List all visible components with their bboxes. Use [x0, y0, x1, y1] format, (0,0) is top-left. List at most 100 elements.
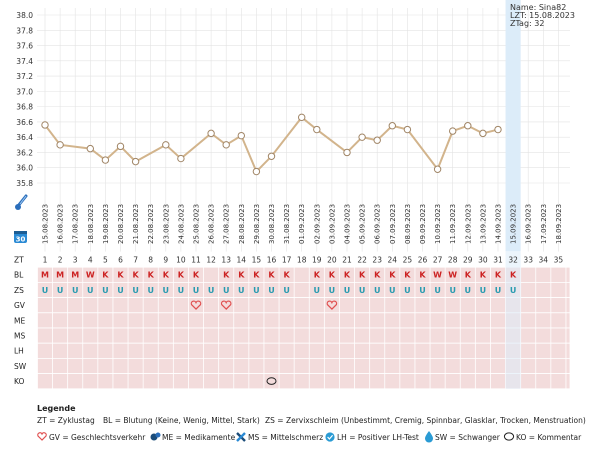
zs-cell: U — [102, 286, 109, 295]
row-me — [36, 312, 571, 329]
temperature-point — [131, 157, 140, 166]
zt-cell: 33 — [523, 256, 533, 265]
y-tick-label: 38.0 — [16, 11, 33, 20]
temperature-point — [343, 148, 351, 157]
temperature-point — [403, 125, 412, 134]
bl-cell: W — [433, 271, 442, 280]
bl-cell: M — [71, 271, 79, 280]
heart-icon — [326, 300, 338, 310]
date-label: 05.09.2023 — [359, 204, 367, 244]
zs-cell: U — [283, 286, 290, 295]
date-label: 09.09.2023 — [419, 204, 427, 244]
date-label: 11.09.2023 — [449, 204, 457, 244]
date-label: 29.08.2023 — [253, 204, 261, 244]
zs-cell: U — [87, 286, 94, 295]
row-label-ko: KO — [14, 377, 25, 386]
zt-cell: 8 — [148, 256, 153, 265]
speech-bubble-icon — [503, 432, 515, 441]
date-label: 13.09.2023 — [479, 204, 487, 244]
y-tick-label: 36.8 — [16, 103, 33, 112]
bl-cell: K — [117, 271, 124, 280]
zs-cell: U — [178, 286, 185, 295]
zt-cell: 14 — [237, 256, 247, 265]
plot-background — [37, 8, 570, 189]
temperature-point — [464, 122, 472, 130]
temperature-point — [358, 133, 366, 141]
zs-cell: U — [465, 286, 472, 295]
row-ko — [36, 373, 571, 390]
legend-sw: SW = Schwanger — [435, 433, 501, 442]
date-label: 18.09.2023 — [555, 204, 563, 244]
row-label-zs: ZS — [14, 286, 24, 295]
zt-cell: 28 — [448, 256, 458, 265]
bl-cell: W — [86, 271, 95, 280]
zs-cell: U — [72, 286, 79, 295]
temperature-point — [267, 152, 276, 160]
row-labels: ZT BL ZS GV ME MS LH SW KO — [14, 256, 27, 387]
zs-cell: U — [480, 286, 487, 295]
zt-cell: 17 — [282, 256, 292, 265]
bl-cell: K — [344, 271, 351, 280]
bl-cell: K — [132, 271, 139, 280]
info-ztag: ZTag: 32 — [510, 19, 544, 28]
zs-cell: U — [404, 286, 411, 295]
zs-cell: U — [42, 286, 49, 295]
zs-cell: U — [223, 286, 230, 295]
bl-cell: K — [102, 271, 109, 280]
date-label: 17.09.2023 — [540, 204, 548, 244]
temperature-point — [433, 165, 442, 173]
temperature-point — [449, 127, 457, 135]
zs-cell: U — [163, 286, 170, 295]
zt-cell: 3 — [73, 256, 78, 265]
zs-cell: U — [419, 286, 426, 295]
date-label: 01.09.2023 — [298, 204, 306, 244]
y-tick-label: 37.2 — [16, 72, 33, 81]
bl-cell: W — [448, 271, 457, 280]
bl-cell: K — [178, 271, 185, 280]
temperature-point — [388, 122, 396, 130]
date-label: 17.08.2023 — [72, 204, 80, 244]
temperature-point — [237, 131, 246, 140]
temperature-series — [41, 113, 502, 176]
zt-cell: 26 — [418, 256, 428, 265]
zt-cell: 23 — [372, 256, 382, 265]
cross-icon — [236, 432, 246, 442]
temperature-point — [313, 125, 321, 134]
zt-cell: 27 — [433, 256, 443, 265]
zs-cell: U — [132, 286, 139, 295]
zt-cell: 35 — [554, 256, 564, 265]
temperature-point — [116, 142, 125, 151]
date-label: 23.08.2023 — [162, 204, 170, 244]
row-label-gv: GV — [14, 301, 26, 310]
speech-bubble-icon — [266, 377, 277, 385]
legend-zt: ZT = Zyklustag — [37, 416, 95, 425]
zt-cell: 16 — [267, 256, 277, 265]
zs-cell: U — [434, 286, 441, 295]
y-tick-label: 36.2 — [16, 148, 33, 157]
bl-cell: K — [404, 271, 411, 280]
bl-cell: K — [389, 271, 396, 280]
legend-line-1: ZT = Zyklustag BL = Blutung (Keine, Weni… — [37, 416, 586, 425]
bl-cell: K — [329, 271, 336, 280]
zt-cell: 21 — [342, 256, 352, 265]
legend-ko: KO = Kommentar — [516, 433, 582, 442]
row-cells: 1 2 3 4 5 6 7 8 9 10 11 12 13 14 15 16 17 18 19 20 21 22 23 24 2… — [41, 256, 563, 385]
temperature-point — [373, 136, 381, 144]
y-tick-labels: 38.0 37.8 37.6 37.4 37.2 37.0 36.8 36.6 36.4 36.2… — [16, 11, 33, 188]
zt-cell: 24 — [388, 256, 398, 265]
bl-cell: K — [163, 271, 170, 280]
date-label: 12.09.2023 — [464, 204, 472, 244]
zt-cell: 10 — [176, 256, 186, 265]
legend-lh: LH = Positiver LH-Test — [337, 433, 419, 442]
temperature-point — [207, 129, 215, 138]
bl-cell: K — [238, 271, 245, 280]
info-name: Name: Sina82 — [510, 3, 566, 12]
calendar-icon: 30 — [14, 231, 27, 244]
bl-cell: K — [253, 271, 260, 280]
y-tick-label: 37.0 — [16, 87, 33, 96]
date-label: 31.08.2023 — [283, 204, 291, 244]
zs-cell: U — [253, 286, 260, 295]
bl-cell: K — [419, 271, 426, 280]
y-tick-label: 36.0 — [16, 164, 33, 173]
legend-me: ME = Medikamente — [162, 433, 236, 442]
